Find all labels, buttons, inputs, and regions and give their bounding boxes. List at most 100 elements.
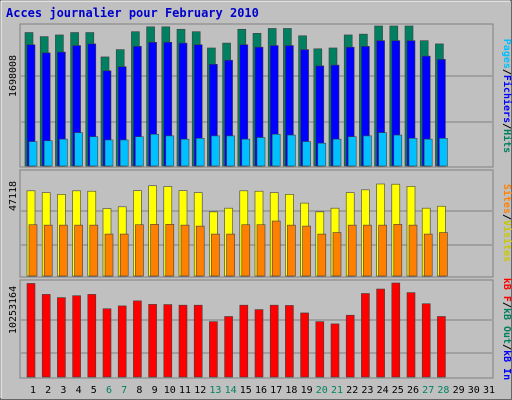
x-axis-labels: 1 2 3 4 5 6 7 8 9 10 11 12 13 14 15 16 17 18 19 20 21 22 23 24 2… (30, 385, 495, 396)
bar-sites (119, 233, 129, 277)
panel-traffic-ylabel: 10253164 (8, 286, 19, 334)
panel-visits-ylabel: 47118 (8, 181, 19, 211)
bar-sites (74, 224, 83, 277)
bar-pages (89, 136, 99, 167)
x-tick-label: 17 (270, 385, 282, 396)
bar-pages (28, 141, 38, 167)
bar-sites (423, 233, 433, 277)
x-tick-label: 13 (209, 385, 221, 396)
x-tick-label: 10 (164, 385, 176, 396)
bar-sites (89, 224, 99, 277)
bar-sites (195, 225, 205, 277)
bar-pages (393, 134, 403, 167)
legend-kbout: kB Out (501, 308, 512, 344)
legend-sep: / (501, 214, 512, 220)
bar-pages (119, 139, 129, 167)
bar-sites (241, 224, 251, 277)
x-tick-label: 7 (121, 385, 127, 396)
bar-pages (150, 133, 159, 167)
visits-bars (26, 183, 448, 277)
bar-kbf (406, 292, 416, 378)
x-tick-label: 25 (392, 385, 404, 396)
legend-kbf: kB F (501, 278, 512, 302)
x-tick-label: 30 (468, 385, 480, 396)
bar-sites (302, 225, 311, 277)
bar-pages (332, 138, 342, 167)
bar-kbf (285, 305, 294, 378)
svg-text:Pages/Fichiers/Hits: Pages/Fichiers/Hits (501, 39, 512, 153)
bar-sites (363, 224, 372, 277)
x-tick-label: 16 (255, 385, 267, 396)
bar-sites (165, 224, 175, 277)
bar-sites (135, 224, 144, 277)
svg-text:kB F/kB Out/kB In: kB F/kB Out/kB In (501, 278, 512, 380)
bar-pages (74, 132, 83, 167)
bar-pages (256, 137, 266, 167)
bar-kbf (148, 304, 157, 378)
bar-kbf (345, 314, 355, 378)
x-tick-label: 20 (316, 385, 328, 396)
bar-sites (28, 224, 38, 277)
bar-pages (423, 138, 433, 167)
bar-pages (211, 135, 220, 167)
bar-pages (271, 133, 281, 167)
bar-kbf (26, 283, 36, 378)
x-tick-label: 5 (91, 385, 97, 396)
bar-sites (347, 224, 357, 277)
x-tick-label: 31 (483, 385, 495, 396)
bar-sites (378, 224, 387, 277)
x-tick-label: 22 (346, 385, 358, 396)
bar-pages (135, 136, 144, 167)
bar-kbf (72, 295, 81, 378)
x-tick-label: 26 (407, 385, 419, 396)
legend-hits: Hits (501, 129, 512, 153)
legend-sep: / (501, 123, 512, 129)
x-tick-label: 3 (60, 385, 66, 396)
bar-sites (180, 224, 190, 277)
bar-kbf (117, 305, 127, 378)
bar-sites (211, 233, 220, 277)
bar-kbf (254, 309, 264, 378)
x-tick-label: 28 (437, 385, 449, 396)
x-tick-label: 24 (377, 385, 389, 396)
bar-kbf (300, 312, 309, 378)
bar-pages (104, 139, 114, 167)
legend-visites: Visites (501, 220, 512, 262)
x-tick-label: 2 (45, 385, 51, 396)
bar-sites (43, 224, 53, 277)
bar-pages (378, 132, 387, 167)
bar-kbf (178, 304, 188, 378)
bar-sites (393, 224, 403, 277)
panel-traffic-legend: kB F/kB Out/kB In (501, 278, 512, 380)
x-tick-label: 1 (30, 385, 36, 396)
hits-bars (24, 25, 448, 167)
x-tick-label: 21 (331, 385, 343, 396)
panel-hits-ylabel: 1698008 (8, 55, 19, 97)
legend-sep: / (501, 69, 512, 75)
x-tick-label: 9 (152, 385, 158, 396)
bar-sites (256, 224, 266, 277)
bar-kbf (57, 297, 66, 378)
bar-kbf (421, 303, 431, 378)
bar-kbf (209, 321, 218, 378)
bar-kbf (269, 304, 279, 378)
x-tick-label: 4 (76, 385, 82, 396)
bar-kbf (315, 321, 325, 378)
bar-sites (271, 220, 281, 277)
bar-kbf (361, 293, 370, 378)
panel-hits: 1698008 Pages/Fichiers/Hits (8, 23, 512, 168)
bar-kbf (193, 304, 203, 378)
bar-pages (165, 135, 175, 167)
x-tick-label: 15 (240, 385, 252, 396)
x-tick-label: 19 (301, 385, 313, 396)
x-tick-label: 18 (285, 385, 297, 396)
panel-visits-legend: Sites/Visites (501, 184, 512, 262)
bar-kbf (239, 304, 249, 378)
bar-pages (226, 135, 235, 167)
bar-kbf (163, 304, 173, 378)
bar-sites (104, 233, 114, 277)
bar-kbf (41, 294, 51, 378)
bar-sites (332, 232, 342, 277)
bar-sites (287, 224, 296, 277)
